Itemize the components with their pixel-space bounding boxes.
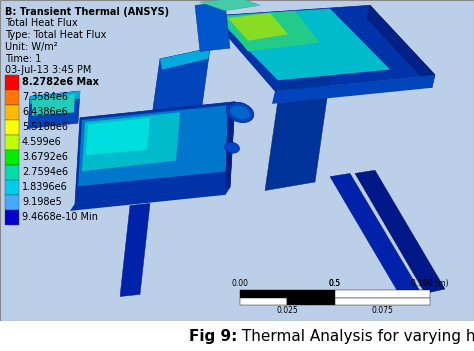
Text: 0.025: 0.025 (277, 306, 298, 315)
Polygon shape (330, 173, 420, 296)
Polygon shape (28, 91, 80, 128)
Bar (240, 290, 335, 298)
Text: Type: Total Heat Flux: Type: Total Heat Flux (5, 30, 106, 40)
Polygon shape (75, 102, 235, 203)
Text: Fig 9:: Fig 9: (189, 329, 237, 344)
Text: 0.075: 0.075 (372, 306, 393, 315)
Bar (5, 90, 19, 105)
Polygon shape (265, 77, 330, 191)
Polygon shape (210, 5, 435, 91)
Text: Unit: W/m²: Unit: W/m² (5, 42, 58, 52)
Polygon shape (355, 170, 445, 293)
Text: 03-Jul-13 3:45 PM: 03-Jul-13 3:45 PM (5, 65, 91, 75)
Text: 0.5: 0.5 (329, 279, 341, 288)
Bar (5, 165, 19, 180)
Text: 5.5188e6: 5.5188e6 (22, 122, 68, 132)
Polygon shape (82, 112, 180, 171)
Text: Time: 1: Time: 1 (5, 53, 41, 64)
Text: 8.2782e6 Max: 8.2782e6 Max (22, 78, 99, 87)
Text: 7.3584e6: 7.3584e6 (22, 92, 68, 102)
Bar (240, 298, 288, 305)
Text: 2.7594e6: 2.7594e6 (22, 167, 68, 177)
Polygon shape (145, 48, 210, 166)
Text: 9.198e5: 9.198e5 (22, 197, 62, 207)
Polygon shape (70, 187, 230, 211)
Bar (5, 180, 19, 195)
Polygon shape (200, 0, 260, 11)
Text: 0.100 (m): 0.100 (m) (411, 279, 449, 288)
Polygon shape (220, 11, 320, 51)
Text: Total Heat Flux: Total Heat Flux (5, 18, 78, 28)
Bar (335, 290, 430, 298)
Polygon shape (225, 102, 235, 195)
Polygon shape (78, 105, 232, 186)
Text: 3.6792e6: 3.6792e6 (22, 152, 68, 163)
Polygon shape (367, 5, 435, 88)
Polygon shape (32, 94, 75, 115)
Text: 4.599e6: 4.599e6 (22, 137, 62, 147)
Text: 0.00: 0.00 (231, 279, 248, 288)
Text: 9.4668e-10 Min: 9.4668e-10 Min (22, 212, 98, 222)
Polygon shape (120, 203, 150, 297)
Bar (5, 120, 19, 135)
Polygon shape (272, 75, 435, 104)
Polygon shape (215, 8, 390, 80)
Bar (5, 105, 19, 120)
Text: B: Transient Thermal (ANSYS): B: Transient Thermal (ANSYS) (5, 7, 169, 18)
Polygon shape (30, 91, 80, 104)
Text: 6.4386e6: 6.4386e6 (22, 107, 68, 117)
Bar (335, 298, 430, 305)
Bar (5, 75, 19, 90)
Text: 1.8396e6: 1.8396e6 (22, 183, 68, 192)
Bar (5, 150, 19, 165)
Bar (5, 195, 19, 210)
Bar (5, 210, 19, 225)
Bar (288, 298, 335, 305)
Polygon shape (228, 13, 288, 41)
Ellipse shape (226, 102, 254, 122)
Bar (5, 135, 19, 150)
Text: 0.5: 0.5 (329, 279, 341, 288)
Ellipse shape (225, 142, 239, 153)
Polygon shape (160, 48, 210, 69)
Text: Thermal Analysis for varying heat flux: Thermal Analysis for varying heat flux (237, 329, 474, 344)
Polygon shape (86, 118, 150, 155)
Ellipse shape (230, 106, 250, 119)
Polygon shape (195, 2, 230, 51)
